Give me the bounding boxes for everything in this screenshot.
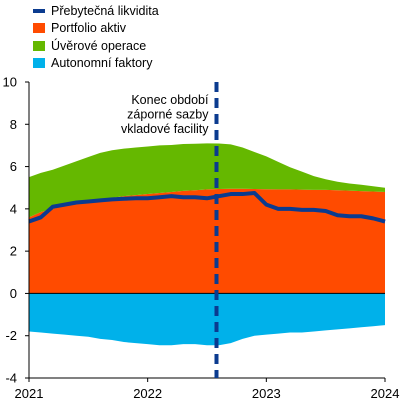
- chart-areas: [29, 143, 385, 346]
- x-tick-label: 2021: [15, 386, 44, 401]
- legend: Přebytečná likvidita Portfolio aktiv Úvě…: [33, 2, 159, 72]
- annotation-text-line: záporné sazby: [127, 108, 209, 122]
- legend-swatch-credit-operations: [33, 40, 45, 51]
- y-tick-label: 2: [10, 244, 17, 259]
- annotation-text-line: Konec období: [131, 93, 209, 107]
- area-autonomni-faktory: [29, 293, 385, 346]
- y-tick-label: 4: [10, 201, 17, 216]
- chart-axes: -4 -2 0 2 4 6 8 10 2021 2022 2023 2024: [3, 75, 400, 402]
- y-tick-label: -2: [5, 328, 17, 343]
- x-tick-label: 2022: [133, 386, 162, 401]
- legend-label-autonomous-factors: Autonomní faktory: [51, 56, 153, 71]
- x-tick-label: 2023: [252, 386, 281, 401]
- legend-label-excess-liquidity: Přebytečná likvidita: [51, 3, 159, 18]
- chart-lines: [28, 191, 386, 224]
- y-tick-label: 6: [10, 159, 17, 174]
- annotation-text-line: vkladové facility: [121, 122, 209, 136]
- area-portfolio-aktiv: [29, 188, 385, 294]
- area-uverove-operace: [29, 143, 385, 218]
- y-tick-label: 10: [3, 75, 17, 90]
- legend-swatch-excess-liquidity: [33, 8, 45, 13]
- y-tick-label: 8: [10, 117, 17, 132]
- y-tick-label: 0: [10, 286, 17, 301]
- line-prebytecna-likvidita: [28, 191, 386, 224]
- y-tick-label: -4: [5, 371, 17, 386]
- legend-item-credit-operations: Úvěrové operace: [33, 37, 159, 55]
- legend-item-excess-liquidity: Přebytečná likvidita: [33, 2, 159, 20]
- x-tick-label: 2024: [371, 386, 400, 401]
- legend-label-credit-operations: Úvěrové operace: [51, 38, 147, 53]
- legend-label-asset-portfolio: Portfolio aktiv: [51, 21, 127, 36]
- legend-item-asset-portfolio: Portfolio aktiv: [33, 20, 159, 38]
- legend-swatch-autonomous-factors: [33, 58, 45, 69]
- legend-item-autonomous-factors: Autonomní faktory: [33, 55, 159, 73]
- legend-swatch-asset-portfolio: [33, 23, 45, 34]
